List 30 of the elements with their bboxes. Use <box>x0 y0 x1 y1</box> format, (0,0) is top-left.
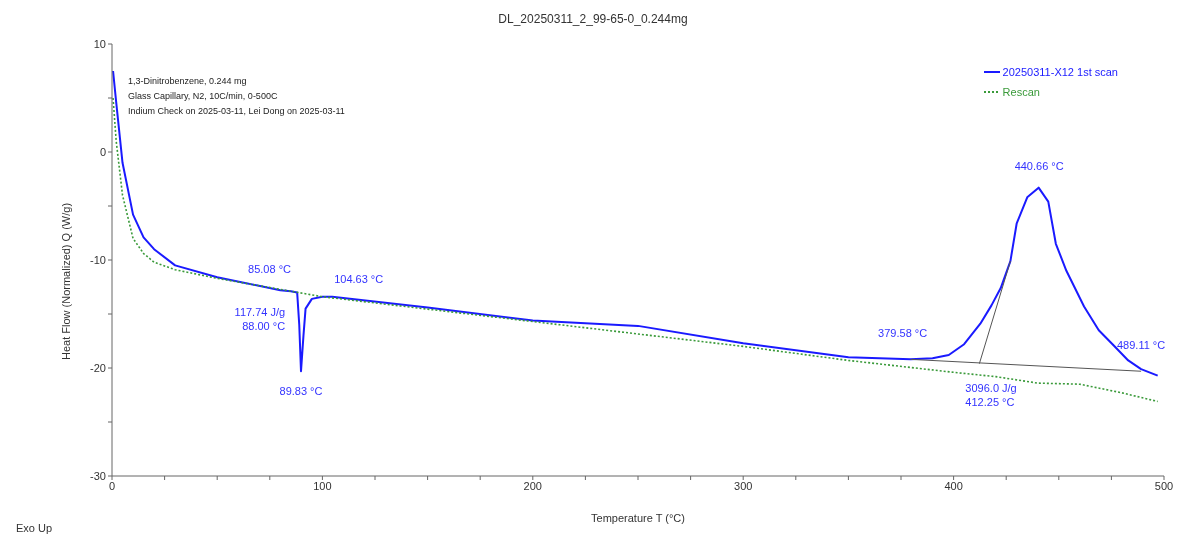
annotation: Glass Capillary, N2, 10C/min, 0-500C <box>128 90 279 103</box>
y-tick-label: -30 <box>90 469 106 482</box>
legend-label: Rescan <box>1001 86 1041 98</box>
annotation: 85.08 °C <box>248 263 292 276</box>
annotation: 104.63 °C <box>334 272 384 285</box>
y-axis-title: Heat Flow (Normalized) Q (W/g) <box>59 202 72 360</box>
x-tick-label: 100 <box>313 479 332 492</box>
annotation: 440.66 °C <box>1014 159 1064 172</box>
chart-title: DL_20250311_2_99-65-0_0.244mg <box>497 12 689 26</box>
annotation: 412.25 °C <box>965 395 1015 408</box>
x-tick-label: 500 <box>1154 479 1174 492</box>
x-tick-label: 400 <box>944 479 963 492</box>
x-tick-label: 300 <box>734 479 753 492</box>
legend-label: 20250311-X12 1st scan <box>1001 66 1118 78</box>
x-axis-title: Temperature T (°C) <box>591 512 685 524</box>
y-tick-label: -20 <box>90 361 106 374</box>
x-tick-label: 0 <box>108 479 116 492</box>
annotation: 88.00 °C <box>242 320 286 333</box>
y-tick-label: 10 <box>93 37 106 50</box>
annotation: 117.74 J/g <box>234 306 286 319</box>
y-tick-label: 0 <box>99 145 106 158</box>
y-tick-label: -10 <box>90 253 106 266</box>
annotation: 3096.0 J/g <box>965 381 1017 394</box>
x-tick-label: 200 <box>523 479 542 492</box>
annotation: 1,3-Dinitrobenzene, 0.244 mg <box>128 75 248 88</box>
text: Exo Up <box>16 522 53 534</box>
annotation: 379.58 °C <box>878 327 928 340</box>
annotation: 489.11 °C <box>1116 339 1166 352</box>
annotation: 89.83 °C <box>279 385 323 398</box>
annotation: Indium Check on 2025-03-11, Lei Dong on 2025-03-11 <box>128 105 345 118</box>
